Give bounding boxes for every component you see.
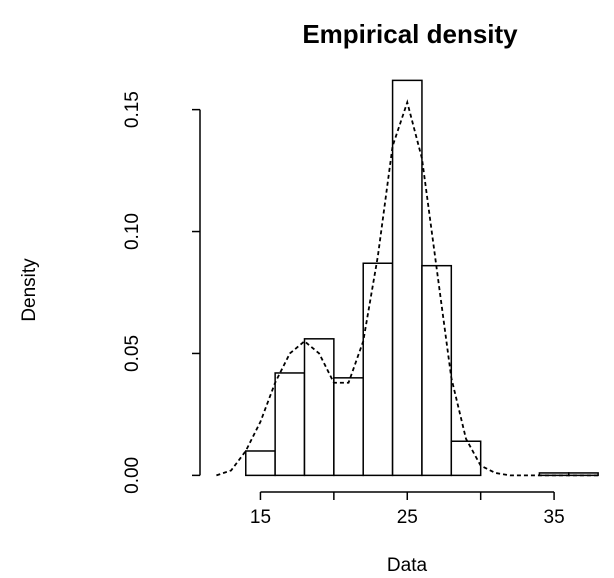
bar xyxy=(333,377,364,477)
y-tick-label: 0.00 xyxy=(122,457,143,494)
x-tick-label: 25 xyxy=(397,507,418,528)
x-tick-label: 15 xyxy=(250,507,271,528)
x-tick-label: 35 xyxy=(544,507,565,528)
y-tick-label: 0.10 xyxy=(122,213,143,250)
chart-title: Empirical density xyxy=(302,19,518,49)
bar xyxy=(362,262,394,477)
y-axis-label: Density xyxy=(19,258,40,322)
y-tick-label: 0.05 xyxy=(122,335,143,372)
density-curve xyxy=(216,99,599,477)
bar xyxy=(245,450,276,477)
bar xyxy=(303,338,335,477)
bar xyxy=(421,264,453,477)
bar xyxy=(391,79,423,477)
y-tick-label: 0.15 xyxy=(122,91,143,128)
bar xyxy=(274,372,306,477)
x-axis-label: Data xyxy=(387,555,428,576)
